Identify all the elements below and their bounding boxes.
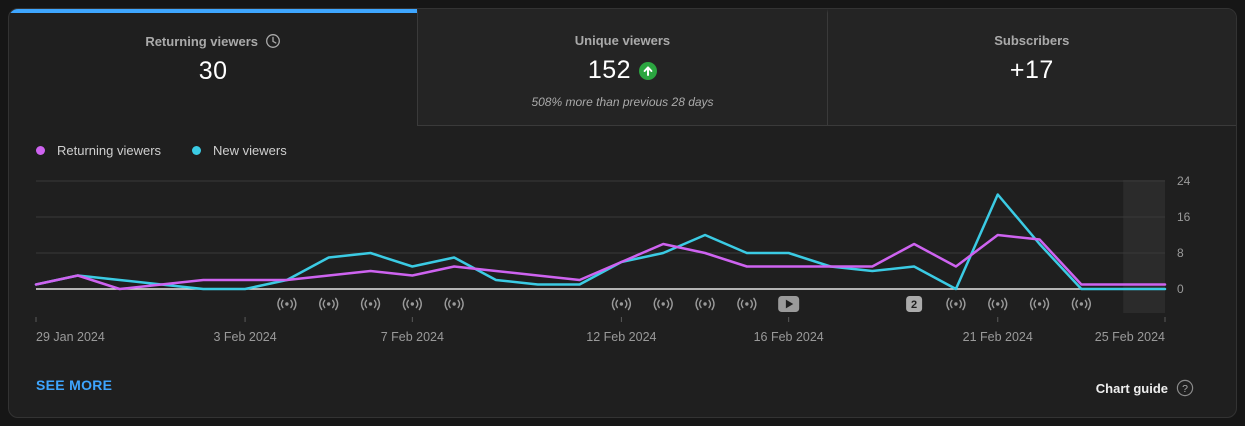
live-stream-icon[interactable] [360, 297, 381, 311]
unique-viewers-value: 152 [587, 56, 632, 84]
live-stream-icon[interactable] [444, 297, 464, 311]
tab-unique-viewers[interactable]: Unique viewers 152 508% more than previo… [417, 9, 827, 126]
y-axis-tick-label: 0 [1177, 282, 1184, 296]
legend-label: Returning viewers [57, 143, 162, 158]
series-line-returning-viewers[interactable] [34, 233, 1167, 291]
live-stream-icon[interactable] [611, 297, 632, 311]
series-line-new-viewers[interactable] [34, 193, 1167, 291]
live-stream-icon[interactable] [946, 297, 966, 311]
legend-item-new-viewers[interactable]: New viewers [192, 143, 287, 158]
y-axis-tick-label: 8 [1177, 246, 1184, 260]
legend-dot-icon [36, 146, 45, 155]
live-stream-icon[interactable] [277, 297, 297, 311]
comparison-text: 508% more than previous 28 days [531, 95, 714, 109]
live-stream-icon[interactable] [695, 297, 715, 311]
returning-viewers-value: 30 [198, 57, 228, 85]
audience-trend-chart[interactable]: 0 8 16 24 2 29 Jan 2024 3 Feb 2024 7 Feb 2024 12… [9, 174, 1237, 359]
live-stream-icon[interactable] [653, 297, 673, 311]
x-axis-tick-label: 16 Feb 2024 [754, 330, 824, 344]
live-stream-icon[interactable] [988, 297, 1008, 311]
x-axis-tick-label: 21 Feb 2024 [963, 330, 1033, 344]
y-axis-tick-label: 24 [1177, 174, 1191, 188]
x-axis-tick-label: 7 Feb 2024 [381, 330, 444, 344]
current-period-highlight [1123, 180, 1165, 313]
content-count-badge[interactable]: 2 [906, 296, 923, 312]
x-axis-tick-label: 12 Feb 2024 [586, 330, 656, 344]
chart-guide-button[interactable]: Chart guide ? [1096, 379, 1194, 397]
subscribers-value: +17 [1009, 56, 1054, 84]
live-stream-icon[interactable] [402, 297, 422, 311]
tab-subscribers[interactable]: Subscribers +17 [826, 9, 1236, 126]
live-stream-icon[interactable] [319, 297, 339, 311]
svg-text:?: ? [1182, 383, 1188, 395]
x-axis-tick-label: 29 Jan 2024 [36, 330, 105, 344]
x-axis-tick-label: 3 Feb 2024 [213, 330, 276, 344]
live-stream-icon[interactable] [737, 297, 757, 311]
live-stream-icon[interactable] [1029, 297, 1050, 311]
live-stream-icon[interactable] [1071, 297, 1092, 311]
tab-label: Returning viewers [145, 33, 259, 49]
y-axis-tick-label: 16 [1177, 210, 1191, 224]
video-icon[interactable] [778, 296, 800, 312]
clock-icon [265, 33, 281, 49]
chart-guide-label: Chart guide [1095, 380, 1168, 396]
see-more-link[interactable]: SEE MORE [36, 377, 113, 393]
legend-item-returning-viewers[interactable]: Returning viewers [36, 143, 161, 158]
audience-analytics-card: Returning viewers 30 Unique viewers 152 [8, 8, 1237, 418]
help-icon: ? [1176, 379, 1194, 397]
tab-label: Unique viewers [574, 33, 671, 48]
trend-up-icon [639, 61, 658, 80]
tab-label: Subscribers [994, 33, 1070, 48]
x-axis-tick-label: 25 Feb 2024 [1095, 330, 1165, 344]
chart-legend: Returning viewers New viewers [36, 143, 318, 158]
metric-tabs: Returning viewers 30 Unique viewers 152 [9, 9, 1236, 126]
tab-returning-viewers[interactable]: Returning viewers 30 [9, 9, 418, 126]
svg-text:2: 2 [911, 299, 917, 311]
legend-label: New viewers [213, 143, 287, 158]
legend-dot-icon [192, 146, 202, 155]
